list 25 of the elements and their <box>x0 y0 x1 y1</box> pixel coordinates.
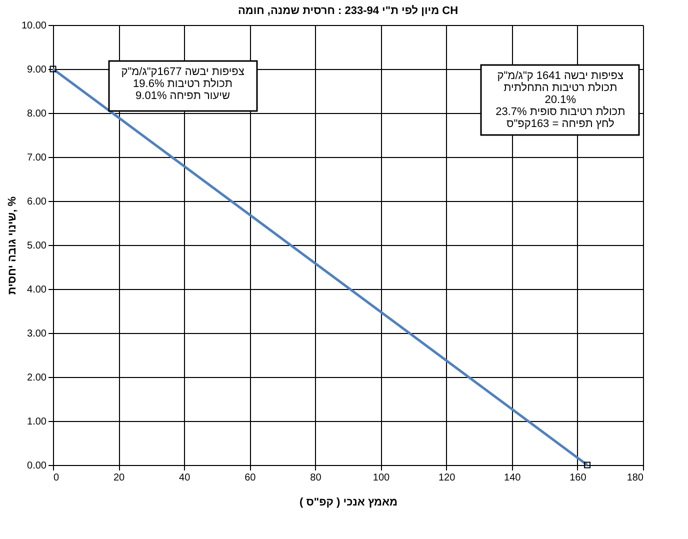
x-tick-label: 160 <box>570 472 587 484</box>
y-tick-label: 5.00 <box>27 240 47 252</box>
y-tick-label: 3.00 <box>27 328 47 340</box>
annotation: צפיפות יבשה 1677ק"ג/מ"ק תכולת רטיבות 19.6% שיעור תפיחה 9.01% <box>121 66 244 102</box>
x-tick-label: 180 <box>626 472 644 484</box>
y-tick-label: 1.00 <box>27 416 47 428</box>
x-tick-label: 120 <box>438 472 456 484</box>
y-tick-label: 7.00 <box>27 152 47 164</box>
x-tick-label: 80 <box>310 472 322 484</box>
x-tick-label: 0 <box>54 472 60 484</box>
y-tick-label: 10.00 <box>21 20 47 32</box>
x-axis-title: מאמץ אנכי ( קפ"ס ) <box>300 496 398 508</box>
y-tick-label: 9.00 <box>27 64 47 76</box>
y-tick-label: 4.00 <box>27 284 47 296</box>
x-tick-label: 40 <box>179 472 191 484</box>
x-tick-label: 20 <box>113 472 126 484</box>
y-tick-label: 0.00 <box>27 460 47 472</box>
x-tick-label: 60 <box>244 472 256 484</box>
y-tick-label: 2.00 <box>27 372 47 384</box>
x-tick-label: 100 <box>372 472 390 484</box>
chart-title: מיון לפי ת"י 233-94 : חרסית שמנה, חומה CH <box>238 5 458 17</box>
y-axis-title: שינוי גובה יחסית, % <box>6 196 18 295</box>
x-tick-label: 140 <box>504 472 522 484</box>
y-tick-label: 8.00 <box>27 108 47 120</box>
y-tick-label: 6.00 <box>27 196 47 208</box>
